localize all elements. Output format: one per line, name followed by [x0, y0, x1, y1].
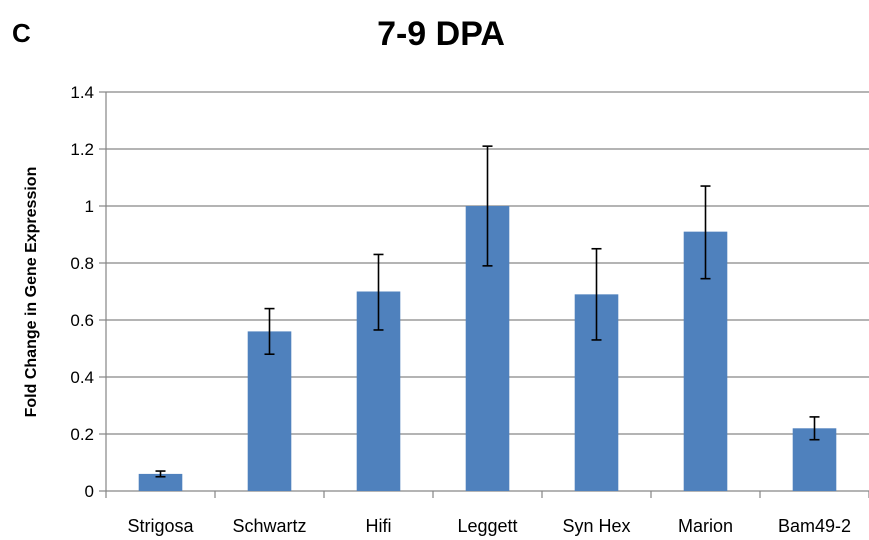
y-tick-label: 0.2: [70, 425, 94, 444]
x-tick-label: Bam49-2: [778, 516, 851, 536]
x-tick-label: Schwartz: [232, 516, 306, 536]
y-tick-label: 1: [85, 197, 94, 216]
y-tick-label: 0.4: [70, 368, 94, 387]
y-tick-label: 0.8: [70, 254, 94, 273]
y-tick-label: 0: [85, 482, 94, 501]
y-axis-label: Fold Change in Gene Expression: [23, 167, 40, 418]
y-axis-ticks: 0 0.2 0.4 0.6 0.8 1 1.2 1.4: [70, 83, 106, 501]
x-tick-label: Marion: [678, 516, 733, 536]
error-bars: [155, 145, 820, 478]
y-tick-label: 0.6: [70, 311, 94, 330]
panel-label: C: [12, 18, 31, 48]
x-axis-ticks: Strigosa Schwartz Hifi Leggett Syn Hex Marion…: [105, 491, 869, 536]
x-tick-label: Syn Hex: [562, 516, 630, 536]
y-tick-label: 1.2: [70, 140, 94, 159]
x-tick-label: Leggett: [457, 516, 517, 536]
y-tick-label: 1.4: [70, 83, 94, 102]
chart-title: 7-9 DPA: [377, 15, 505, 53]
x-tick-label: Strigosa: [127, 516, 194, 536]
bar: [138, 473, 183, 491]
x-tick-label: Hifi: [366, 516, 392, 536]
bar: [247, 331, 292, 491]
